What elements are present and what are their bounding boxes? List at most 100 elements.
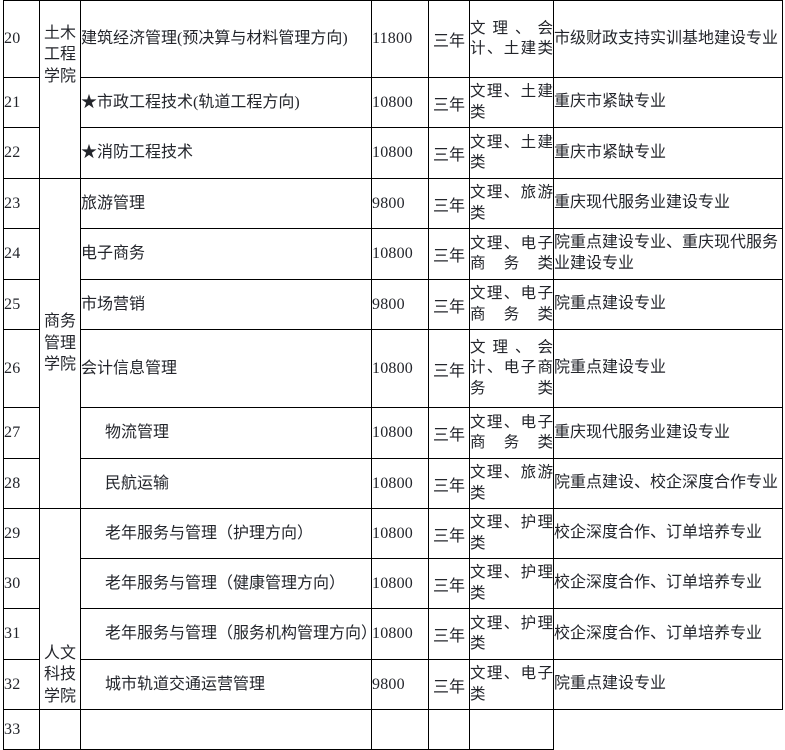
cell-tuition-fee[interactable]: 10800 (371, 458, 429, 509)
cell-subject-category[interactable]: 文理、电子商务类 (469, 407, 554, 459)
table-row[interactable]: 33 (3, 709, 783, 750)
table-row[interactable]: 20 土木工程学院 建筑经济管理(预决算与材料管理方向) 11800 三年 文理、会计、土… (3, 0, 783, 179)
cell-subject-category[interactable]: 文理、电子商务类 (469, 228, 554, 280)
cell-major-name[interactable]: ★消防工程技术 (80, 127, 372, 179)
cell-remark[interactable]: 校企深度合作、订单培养专业 (553, 558, 783, 609)
cell-major-name[interactable]: 老年服务与管理（健康管理方向） (80, 558, 372, 609)
cell-major-name[interactable]: 民航运输 (80, 458, 372, 509)
cell-serial-number[interactable]: 29 (3, 508, 40, 559)
cell-tuition-fee[interactable]: 10800 (371, 608, 429, 660)
cell-subject-category[interactable]: 文理、护理类 (469, 558, 554, 609)
cell-serial-number[interactable]: 27 (3, 407, 40, 459)
cell-subject-category[interactable]: 文理、土建类 (469, 77, 554, 128)
cell-remark[interactable]: 校企深度合作、订单培养专业 (553, 508, 783, 559)
cell-subject-category[interactable]: 文理、旅游类 (469, 458, 554, 509)
cell-remark[interactable]: 重庆现代服务业建设专业 (553, 178, 783, 229)
cell-remark[interactable]: 市级财政支持实训基地建设专业 (553, 0, 783, 78)
cell-major-name[interactable]: 电子商务 (80, 228, 372, 280)
cell-subject-category[interactable]: 文理、护理类 (469, 608, 554, 660)
cell-remark[interactable]: 重庆市紧缺专业 (553, 127, 783, 179)
cell-remark[interactable]: 院重点建设专业、重庆现代服务业建设专业 (553, 228, 783, 280)
cell-serial-number[interactable]: 26 (3, 329, 40, 408)
cell-remark[interactable]: 院重点建设专业 (553, 279, 783, 330)
table-row[interactable]: 26 会计信息管理 10800 三年 文理、会计、电子商务类 院重点建设专业 (3, 329, 783, 408)
cell-tuition-fee[interactable]: 10800 (371, 558, 429, 609)
cell-program-length[interactable]: 三年 (428, 608, 470, 660)
cell-subject-category[interactable]: 文理、土建类 (469, 127, 554, 179)
cell-major-name[interactable]: 物流管理 (80, 407, 372, 459)
cell-major-name[interactable]: 城市轨道交通运营管理 (80, 659, 372, 710)
table-row[interactable]: 25 市场营销 9800 三年 文理、电子商务类 院重点建设专业 (3, 279, 783, 330)
cell-tuition-fee[interactable]: 9800 (371, 659, 429, 710)
cell-major-name[interactable]: 旅游管理 (80, 178, 372, 229)
cell-college-name[interactable]: 土木工程学院 (39, 0, 81, 179)
cell-program-length[interactable]: 三年 (428, 279, 470, 330)
cell-tuition-fee[interactable]: 9800 (371, 279, 429, 330)
cell-remark[interactable]: 院重点建设、校企深度合作专业 (553, 458, 783, 509)
cell-major-name[interactable]: 老年服务与管理（护理方向） (80, 508, 372, 559)
cell-major-name[interactable]: 建筑经济管理(预决算与材料管理方向) (80, 0, 372, 78)
table-row[interactable]: 21 ★市政工程技术(轨道工程方向) 10800 三年 文理、土建类 重庆市紧缺专业 (3, 77, 783, 128)
cell-serial-number[interactable]: 32 (3, 659, 40, 710)
cell-subject-category[interactable]: 文理、电子类 (469, 659, 554, 710)
cell-program-length[interactable]: 三年 (428, 558, 470, 609)
cell-college-name[interactable]: 商务管理学院 (39, 178, 81, 509)
table-row[interactable]: 24 电子商务 10800 三年 文理、电子商务类 院重点建设专业、重庆现代服务业建设专业 (3, 228, 783, 280)
cell-subject-category[interactable] (428, 709, 470, 750)
cell-serial-number[interactable]: 23 (3, 178, 40, 229)
cell-major-name[interactable]: ★市政工程技术(轨道工程方向) (80, 77, 372, 128)
cell-program-length[interactable] (371, 709, 429, 750)
cell-subject-category[interactable]: 文理、电子商务类 (469, 279, 554, 330)
cell-serial-number[interactable]: 21 (3, 77, 40, 128)
cell-program-length[interactable]: 三年 (428, 178, 470, 229)
cell-tuition-fee[interactable]: 10800 (371, 228, 429, 280)
cell-program-length[interactable]: 三年 (428, 228, 470, 280)
table-row[interactable]: 22 ★消防工程技术 10800 三年 文理、土建类 重庆市紧缺专业 (3, 127, 783, 179)
cell-subject-category[interactable]: 文理、护理类 (469, 508, 554, 559)
cell-subject-category[interactable]: 文理、旅游类 (469, 178, 554, 229)
cell-program-length[interactable]: 三年 (428, 127, 470, 179)
table-row[interactable]: 32 城市轨道交通运营管理 9800 三年 文理、电子类 院重点建设专业 (3, 659, 783, 710)
cell-program-length[interactable]: 三年 (428, 329, 470, 408)
table-row[interactable]: 31 老年服务与管理（服务机构管理方向） 10800 三年 文理、护理类 校企深度合作、订… (3, 608, 783, 660)
cell-tuition-fee[interactable]: 10800 (371, 127, 429, 179)
cell-remark[interactable]: 重庆市紧缺专业 (553, 77, 783, 128)
cell-major-name[interactable]: 市场营销 (80, 279, 372, 330)
cell-serial-number[interactable]: 28 (3, 458, 40, 509)
cell-tuition-fee[interactable] (80, 709, 372, 750)
cell-serial-number[interactable]: 24 (3, 228, 40, 280)
cell-remark[interactable]: 重庆现代服务业建设专业 (553, 407, 783, 459)
table-row[interactable]: 23 商务管理学院 旅游管理 9800 三年 文理、旅游类 重庆现代服务业建设专业 (3, 178, 783, 509)
cell-college-name[interactable]: 人文科技学院 (39, 508, 81, 710)
cell-remark[interactable]: 院重点建设专业 (553, 329, 783, 408)
table-row[interactable]: 27 物流管理 10800 三年 文理、电子商务类 重庆现代服务业建设专业 (3, 407, 783, 459)
cell-remark[interactable]: 院重点建设专业 (553, 659, 783, 710)
cell-tuition-fee[interactable]: 10800 (371, 329, 429, 408)
cell-program-length[interactable]: 三年 (428, 407, 470, 459)
cell-major-name[interactable] (39, 709, 81, 750)
table-row[interactable]: 28 民航运输 10800 三年 文理、旅游类 院重点建设、校企深度合作专业 (3, 458, 783, 509)
cell-subject-category[interactable]: 文理、会计、电子商务类 (469, 329, 554, 408)
table-row[interactable]: 30 老年服务与管理（健康管理方向） 10800 三年 文理、护理类 校企深度合作、订单培… (3, 558, 783, 609)
cell-serial-number[interactable]: 31 (3, 608, 40, 660)
cell-remark[interactable]: 校企深度合作、订单培养专业 (553, 608, 783, 660)
cell-major-name[interactable]: 老年服务与管理（服务机构管理方向） (80, 608, 377, 660)
cell-serial-number[interactable]: 25 (3, 279, 40, 330)
cell-serial-number[interactable]: 20 (3, 0, 40, 78)
cell-serial-number[interactable]: 33 (3, 709, 40, 750)
table-row[interactable]: 29 人文科技学院 老年服务与管理（护理方向） 10800 三年 文理、护理类 校企深度合作… (3, 508, 783, 710)
cell-tuition-fee[interactable]: 10800 (371, 407, 429, 459)
cell-subject-category[interactable]: 文理、会计、土建类 (469, 0, 554, 78)
cell-program-length[interactable]: 三年 (428, 458, 470, 509)
cell-tuition-fee[interactable]: 10800 (371, 508, 429, 559)
cell-program-length[interactable]: 三年 (428, 508, 470, 559)
cell-program-length[interactable]: 三年 (428, 77, 470, 128)
cell-major-name[interactable]: 会计信息管理 (80, 329, 372, 408)
cell-program-length[interactable]: 三年 (428, 0, 470, 78)
cell-program-length[interactable]: 三年 (428, 659, 470, 710)
cell-tuition-fee[interactable]: 11800 (371, 0, 429, 78)
cell-tuition-fee[interactable]: 9800 (371, 178, 429, 229)
cell-serial-number[interactable]: 22 (3, 127, 40, 179)
cell-remark[interactable] (469, 709, 554, 750)
cell-serial-number[interactable]: 30 (3, 558, 40, 609)
